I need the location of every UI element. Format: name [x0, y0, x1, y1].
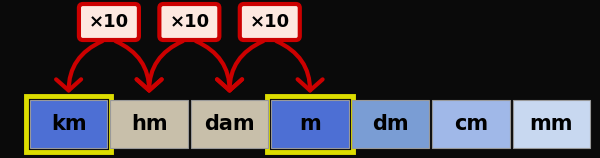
Text: ×10: ×10: [89, 13, 129, 31]
FancyBboxPatch shape: [240, 4, 300, 40]
FancyBboxPatch shape: [352, 100, 429, 148]
FancyArrowPatch shape: [217, 41, 263, 90]
FancyArrowPatch shape: [56, 41, 103, 90]
Text: hm: hm: [131, 114, 167, 134]
FancyBboxPatch shape: [30, 100, 107, 148]
Text: dm: dm: [372, 114, 409, 134]
Text: km: km: [51, 114, 86, 134]
Text: mm: mm: [530, 114, 573, 134]
FancyBboxPatch shape: [79, 4, 139, 40]
FancyBboxPatch shape: [271, 100, 349, 148]
FancyArrowPatch shape: [137, 41, 183, 90]
Text: m: m: [299, 114, 321, 134]
Text: ×10: ×10: [169, 13, 209, 31]
FancyBboxPatch shape: [110, 100, 188, 148]
FancyBboxPatch shape: [191, 100, 268, 148]
Text: ×10: ×10: [250, 13, 290, 31]
FancyArrowPatch shape: [196, 41, 242, 90]
FancyArrowPatch shape: [277, 41, 323, 90]
Text: cm: cm: [454, 114, 488, 134]
FancyArrowPatch shape: [115, 41, 162, 90]
Text: dam: dam: [204, 114, 255, 134]
FancyBboxPatch shape: [432, 100, 509, 148]
FancyBboxPatch shape: [160, 4, 220, 40]
FancyBboxPatch shape: [512, 100, 590, 148]
